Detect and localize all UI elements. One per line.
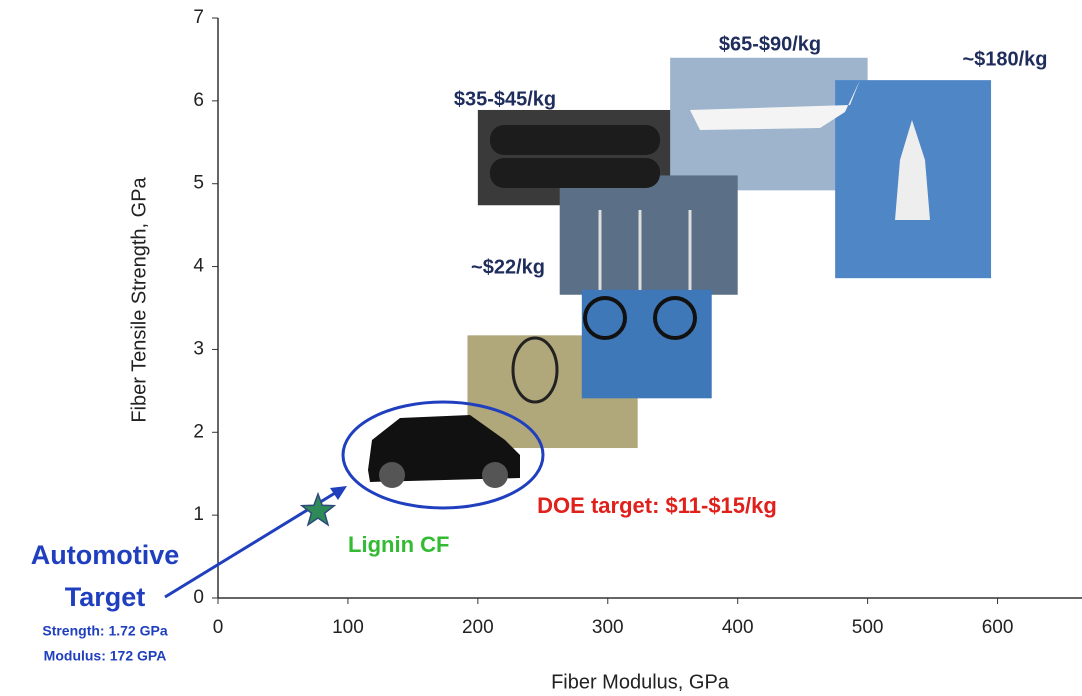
y-tick-label: 6 [193, 90, 204, 111]
application-image [560, 175, 738, 294]
y-tick-label: 1 [193, 504, 204, 525]
annotation: Strength: 1.72 GPa [42, 623, 167, 639]
car-wheel [482, 462, 508, 488]
annotation: $65-$90/kg [719, 33, 821, 55]
annotation: ~$180/kg [962, 48, 1047, 70]
x-tick-label: 200 [462, 617, 494, 638]
tank-detail [490, 125, 660, 155]
series-label: Lignin CF [348, 532, 449, 557]
y-tick-label: 3 [193, 338, 204, 359]
y-tick-label: 2 [193, 421, 204, 442]
y-axis-title: Fiber Tensile Strength, GPa [128, 176, 150, 422]
x-tick-label: 100 [332, 617, 364, 638]
y-tick-label: 7 [193, 7, 204, 28]
y-tick-label: 0 [193, 587, 204, 608]
x-tick-label: 600 [982, 617, 1014, 638]
data-point [302, 494, 334, 525]
y-tick-label: 5 [193, 173, 204, 194]
x-axis-title: Fiber Modulus, GPa [551, 671, 730, 693]
tank-detail [490, 158, 660, 188]
x-tick-label: 300 [592, 617, 624, 638]
car-wheel [379, 462, 405, 488]
annotation: Modulus: 172 GPA [44, 648, 167, 664]
annotation: ~$22/kg [471, 256, 545, 278]
annotation: Target [65, 582, 146, 612]
x-tick-label: 400 [722, 617, 754, 638]
x-tick-label: 0 [213, 617, 224, 638]
y-tick-label: 4 [193, 256, 204, 277]
x-tick-label: 500 [852, 617, 884, 638]
annotation: Automotive [31, 540, 180, 570]
chart: Fiber Modulus, GPa Fiber Tensile Strengt… [0, 0, 1082, 696]
annotation: DOE target: $11-$15/kg [537, 493, 777, 518]
annotation: $35-$45/kg [454, 88, 556, 110]
